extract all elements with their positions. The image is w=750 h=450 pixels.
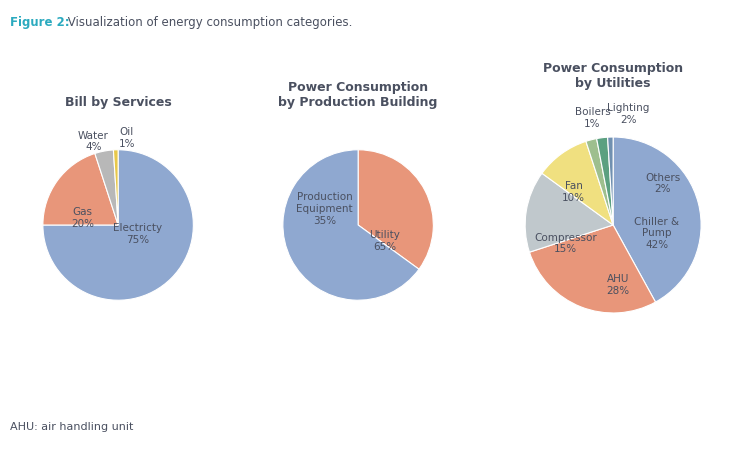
Text: AHU: air handling unit: AHU: air handling unit [10,422,134,432]
Wedge shape [95,150,118,225]
Wedge shape [525,173,614,252]
Title: Power Consumption
by Production Building: Power Consumption by Production Building [278,81,438,109]
Title: Bill by Services: Bill by Services [64,96,172,109]
Text: Utility
65%: Utility 65% [369,230,400,252]
Text: AHU
28%: AHU 28% [607,274,630,296]
Text: Production
Equipment
35%: Production Equipment 35% [296,193,352,225]
Text: Fan
10%: Fan 10% [562,181,585,202]
Wedge shape [43,150,194,300]
Wedge shape [597,137,613,225]
Text: Lighting
2%: Lighting 2% [608,103,650,125]
Wedge shape [613,137,701,302]
Text: Visualization of energy consumption categories.: Visualization of energy consumption cate… [64,16,352,29]
Wedge shape [358,150,434,269]
Wedge shape [586,139,614,225]
Text: Others
2%: Others 2% [645,173,680,194]
Text: Boilers
1%: Boilers 1% [574,107,610,129]
Wedge shape [608,137,613,225]
Wedge shape [113,150,118,225]
Text: Gas
20%: Gas 20% [71,207,94,229]
Text: Compressor
15%: Compressor 15% [534,233,597,254]
Wedge shape [530,225,656,313]
Text: Electricty
75%: Electricty 75% [113,223,162,245]
Text: Water
4%: Water 4% [78,131,109,153]
Text: Chiller &
Pump
42%: Chiller & Pump 42% [634,217,680,250]
Text: Oil
1%: Oil 1% [118,127,135,149]
Wedge shape [43,153,118,225]
Text: Figure 2:: Figure 2: [10,16,69,29]
Wedge shape [542,141,614,225]
Wedge shape [283,150,419,300]
Title: Power Consumption
by Utilities: Power Consumption by Utilities [543,62,683,90]
